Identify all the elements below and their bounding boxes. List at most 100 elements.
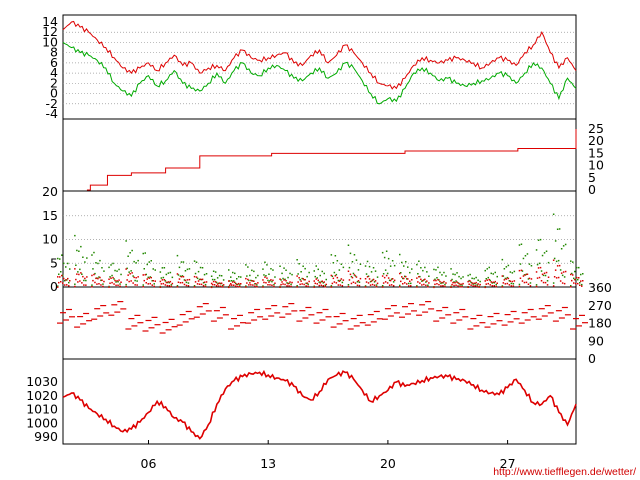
wind_speed-mean-point [529,285,532,287]
wind_speed-max-point [340,263,343,265]
wind_speed-mean-point [236,283,238,286]
wind_speed-max-point [368,265,371,268]
wind_direction-y-tick-label: 0 [588,351,596,366]
wind_speed-max-point [442,282,444,284]
wind_speed-max-point [146,263,148,266]
wind_speed-mean-point [77,281,79,283]
wind_speed-max-point [564,243,567,246]
wind_speed-mean-point [351,276,354,279]
wind_speed-max-point [297,273,299,275]
wind_speed-max-point [176,285,179,287]
wind_speed-mean-point [546,284,549,286]
wind_direction-direction-point [467,328,474,330]
wind_speed-mean-point [574,278,576,281]
wind_speed-max-point [94,272,96,275]
wind_speed-max-point [485,278,487,280]
wind_speed-mean-point [265,282,267,284]
wind_speed-max-point [462,276,464,278]
wind_speed-max-point [177,274,180,276]
wind_direction-direction-point [393,312,400,314]
wind_speed-mean-point [304,279,306,281]
wind_speed-mean-point [167,281,170,283]
temperature-y-tick-label: 8 [50,45,58,60]
wind_speed-mean-point [205,281,208,283]
wind_speed-max-point [580,273,582,276]
credit-link[interactable]: http://www.tiefflegen.de/wetter/ [493,466,636,478]
wind_speed-max-point [250,279,252,282]
wind_direction-direction-point [168,318,175,320]
wind_speed-max-point [491,282,493,284]
wind_speed-mean-point [440,285,442,287]
wind_speed-mean-point [494,280,496,283]
wind_direction-direction-point [493,312,500,315]
wind_speed-max-point [270,268,272,270]
wind_speed-mean-point [134,284,136,286]
wind_speed-mean-point [399,286,401,288]
temperature-min-line [62,41,577,105]
wind_speed-mean-point [145,282,147,284]
wind_speed-max-point [373,281,376,283]
wind_direction-direction-point [573,318,579,320]
wind_speed-max-point [458,275,460,278]
wind_direction-direction-point [384,308,391,310]
wind_speed-max-point [370,271,373,273]
wind_direction-direction-point [216,317,223,319]
wind_direction-direction-point [513,318,520,320]
wind_direction-direction-point [57,322,63,324]
wind_speed-mean-point [472,285,474,287]
wind_speed-mean-point [392,285,395,287]
wind_direction-direction-point [316,312,323,314]
wind_speed-mean-point [280,283,282,286]
wind_speed-mean-point [74,268,76,270]
wind_speed-max-point [264,261,266,263]
wind_speed-max-point [181,275,184,277]
wind_speed-mean-point [100,284,102,286]
wind_speed-mean-point [433,279,435,282]
wind_speed-max-point [142,284,144,286]
wind_speed-max-point [109,276,111,278]
wind_speed-mean-point [108,286,110,288]
wind_speed-max-point [476,284,478,286]
wind_speed-max-point [489,279,491,282]
wind_direction-direction-point [222,314,229,316]
wind_speed-max-point [411,268,413,270]
wind_speed-mean-point [221,286,224,288]
wind_speed-mean-point [576,276,578,279]
wind_direction-direction-point [433,320,440,322]
wind_speed-mean-point [332,277,335,280]
wind_speed-max-point [490,272,492,275]
wind_direction-direction-point [387,315,394,317]
wind_speed-mean-point [368,278,371,280]
wind_speed-max-point [249,274,251,277]
wind_speed-mean-point [524,274,527,276]
wind_speed-max-point [336,260,339,262]
wind_speed-max-point [117,281,119,283]
wind_speed-max-point [210,275,213,277]
wind_speed-max-point [97,262,99,265]
wind_speed-max-point [443,271,445,274]
wind_speed-mean-point [450,279,452,282]
wind_speed-mean-point [478,286,480,288]
wind_speed-mean-point [247,278,249,281]
wind_speed-mean-point [399,272,401,275]
wind_speed-mean-point [493,285,495,287]
wind_speed-max-point [404,275,406,278]
wind_speed-max-point [166,281,169,284]
wind_speed-max-point [279,285,281,288]
wind_speed-mean-point [252,284,254,286]
wind_speed-mean-point [296,286,298,288]
wind_speed-mean-point [80,272,82,274]
wind_direction-direction-point [535,318,542,320]
wind_speed-max-point [229,280,231,282]
wind_speed-max-point [142,252,144,255]
wind_speed-max-point [313,270,315,272]
wind_speed-mean-point [163,279,166,281]
wind_speed-mean-point [338,280,341,282]
wind_speed-mean-point [507,277,510,280]
wind_direction-direction-point [356,314,363,316]
wind_speed-mean-point [93,273,95,276]
wind_direction-direction-point [524,319,531,321]
wind_speed-max-point [441,274,443,276]
wind_speed-max-point [355,259,358,261]
wind_speed-mean-point [176,286,179,288]
